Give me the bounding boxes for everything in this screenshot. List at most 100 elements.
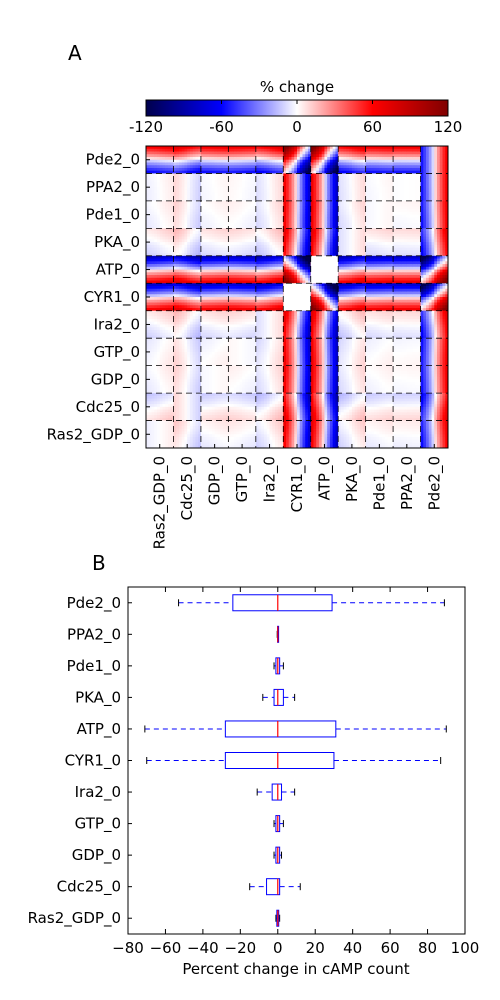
heatmap-x-label: Ira2_0 xyxy=(261,456,280,502)
heatmap-cell-pde2-0-pde1-0 xyxy=(365,146,394,174)
heatmap-cell-gtp-0-pde2-0 xyxy=(420,338,448,367)
heatmap-cell-pde1-0-pde1-0 xyxy=(365,200,394,229)
heatmap-cell-ira2-0-gdp-0 xyxy=(200,310,229,339)
heatmap-cell-ira2-0-ras2-gdp-0 xyxy=(146,310,174,339)
heatmap-cell-ras2-gdp-0-gdp-0 xyxy=(200,420,229,448)
heatmap-cell-gtp-0-ras2-gdp-0 xyxy=(146,338,174,367)
heatmap-cell-gdp-0-ras2-gdp-0 xyxy=(146,365,174,394)
heatmap-cell-pde1-0-cyr1-0 xyxy=(283,200,312,229)
heatmap-cell-pka-0-atp-0 xyxy=(310,228,339,257)
heatmap-cell-ira2-0-pde2-0 xyxy=(420,310,448,339)
boxplot-boxes xyxy=(144,594,447,927)
colorbar-tick-label: 60 xyxy=(363,118,382,136)
box-cdc25-0 xyxy=(249,878,301,896)
heatmap-cell-ras2-gdp-0-ppa2-0 xyxy=(393,420,421,448)
heatmap-y-label: GTP_0 xyxy=(94,343,140,362)
heatmap-cell-gtp-0-gdp-0 xyxy=(200,338,229,367)
heatmap-cell-pde2-0-gtp-0 xyxy=(228,146,257,174)
heatmap-x-label: Cdc25_0 xyxy=(178,456,197,520)
heatmap-cell-ppa2-0-cdc25-0 xyxy=(173,173,202,202)
heatmap-cell-atp-0-cdc25-0 xyxy=(173,255,202,284)
heatmap-cell-cyr1-0-gtp-0 xyxy=(228,283,257,312)
heatmap-y-label: GDP_0 xyxy=(91,370,140,389)
heatmap-cell-pka-0-gtp-0 xyxy=(228,228,257,257)
heatmap-cell-pka-0-ira2-0 xyxy=(255,228,284,257)
heatmap-cell-atp-0-gtp-0 xyxy=(228,255,257,284)
boxplot-x-tick-label: 80 xyxy=(418,939,437,957)
heatmap-cell-pde1-0-gdp-0 xyxy=(200,200,229,229)
heatmap-cell-cyr1-0-pde1-0 xyxy=(365,283,394,312)
heatmap-cell-gtp-0-gtp-0 xyxy=(228,338,257,367)
heatmap-cell-gdp-0-pka-0 xyxy=(338,365,367,394)
boxplot-y-label: Ras2_GDP_0 xyxy=(28,909,121,928)
heatmap-cell-ira2-0-cyr1-0 xyxy=(283,310,312,339)
heatmap-cell-pde2-0-pka-0 xyxy=(338,146,367,174)
boxplot-y-label: PPA2_0 xyxy=(67,625,121,644)
heatmap-cell-pka-0-ppa2-0 xyxy=(393,228,421,257)
heatmap-cell-ira2-0-gtp-0 xyxy=(228,310,257,339)
heatmap-cell-ras2-gdp-0-pde2-0 xyxy=(420,420,448,448)
boxplot-x-tick-label: −40 xyxy=(187,939,219,957)
boxplot-y-label: CYR1_0 xyxy=(65,752,121,771)
boxplot-x-tick-label: 0 xyxy=(273,939,283,957)
box-ppa2-0 xyxy=(276,625,280,643)
boxplot-x-tick-label: 60 xyxy=(381,939,400,957)
heatmap-y-labels: Pde2_0 PPA2_0 Pde1_0 PKA_0 ATP_0 CYR1_0 Ira2_0… xyxy=(47,151,150,444)
boxplot-y-label: Pde2_0 xyxy=(67,594,121,613)
heatmap-cell-ppa2-0-pde1-0 xyxy=(365,173,394,202)
boxplot-x-tick-label: −80 xyxy=(112,939,144,957)
boxplot-y-label: ATP_0 xyxy=(77,720,121,739)
heatmap-cell-ras2-gdp-0-ras2-gdp-0 xyxy=(146,420,174,448)
heatmap-y-label: Ras2_GDP_0 xyxy=(47,425,140,444)
heatmap-cell-gtp-0-pka-0 xyxy=(338,338,367,367)
heatmap-cell-atp-0-cyr1-0 xyxy=(283,255,312,284)
heatmap-cell-atp-0-gdp-0 xyxy=(200,255,229,284)
heatmap-cell-ras2-gdp-0-ira2-0 xyxy=(255,420,284,448)
heatmap-cell-gdp-0-ppa2-0 xyxy=(393,365,421,394)
heatmap-cell-ira2-0-atp-0 xyxy=(310,310,339,339)
heatmap-cell-pde2-0-atp-0 xyxy=(310,146,339,174)
heatmap-x-labels: Ras2_GDP_0 Cdc25_0 GDP_0 GTP_0 Ira2_0 CYR1_0 A… xyxy=(151,444,444,549)
heatmap-cell-atp-0-ppa2-0 xyxy=(393,255,421,284)
boxplot-y-label: Ira2_0 xyxy=(75,783,121,802)
heatmap-x-label: Pde2_0 xyxy=(425,456,444,510)
boxplot: Pde2_0 PPA2_0 Pde1_0 PKA_0 ATP_0 CYR1_0 Ira2_0… xyxy=(28,586,480,978)
heatmap-x-label: PKA_0 xyxy=(343,456,362,502)
heatmap-cell-ppa2-0-pde2-0 xyxy=(420,173,448,202)
box-pde2-0 xyxy=(178,594,445,612)
heatmap-cell-ppa2-0-ira2-0 xyxy=(255,173,284,202)
heatmap-cell-ras2-gdp-0-cdc25-0 xyxy=(173,420,202,448)
box-iqr xyxy=(271,783,283,801)
heatmap-cell-gdp-0-cdc25-0 xyxy=(173,365,202,394)
box-pde1-0 xyxy=(273,657,284,675)
heatmap-x-label: PPA2_0 xyxy=(398,456,417,510)
boxplot-x-tick-label: 100 xyxy=(451,939,480,957)
heatmap-cell-gtp-0-pde1-0 xyxy=(365,338,394,367)
heatmap-cell-cdc25-0-ira2-0 xyxy=(255,393,284,421)
heatmap-cell-ira2-0-ira2-0 xyxy=(255,310,284,339)
heatmap-cell-cdc25-0-atp-0 xyxy=(310,393,339,421)
heatmap-cell-ira2-0-pka-0 xyxy=(338,310,367,339)
heatmap-cell-cyr1-0-pde2-0 xyxy=(420,283,448,312)
heatmap-cell-atp-0-pka-0 xyxy=(338,255,367,284)
colorbar-label: % change xyxy=(260,78,334,96)
heatmap-cell-pka-0-pde2-0 xyxy=(420,228,448,257)
colorbar-tick-label: 0 xyxy=(292,118,302,136)
heatmap-cell-cdc25-0-gdp-0 xyxy=(200,393,229,421)
heatmap-cell-cdc25-0-gtp-0 xyxy=(228,393,257,421)
heatmap-y-label: Pde2_0 xyxy=(86,151,140,170)
box-pka-0 xyxy=(262,688,296,706)
boxplot-x-tick-label: 20 xyxy=(306,939,325,957)
heatmap-empty-cell-atp-0 xyxy=(310,255,339,284)
heatmap-cell-gdp-0-pde2-0 xyxy=(420,365,448,394)
heatmap-cell-gdp-0-gtp-0 xyxy=(228,365,257,394)
heatmap-y-label: PKA_0 xyxy=(94,233,140,252)
heatmap-cell-cdc25-0-pka-0 xyxy=(338,393,367,421)
heatmap-cell-gdp-0-cyr1-0 xyxy=(283,365,312,394)
heatmap-cell-cyr1-0-pka-0 xyxy=(338,283,367,312)
heatmap-cell-pde1-0-pka-0 xyxy=(338,200,367,229)
boxplot-x-tick-label: −60 xyxy=(150,939,182,957)
boxplot-x-axis-label: Percent change in cAMP count xyxy=(182,960,409,978)
heatmap-cell-cdc25-0-pde1-0 xyxy=(365,393,394,421)
